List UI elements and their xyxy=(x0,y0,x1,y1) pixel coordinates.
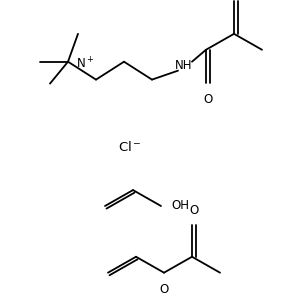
Text: NH: NH xyxy=(175,59,193,72)
Text: OH: OH xyxy=(171,199,189,213)
Text: Cl$^-$: Cl$^-$ xyxy=(118,140,142,154)
Text: O: O xyxy=(203,93,213,106)
Text: N$^+$: N$^+$ xyxy=(76,56,95,71)
Text: O: O xyxy=(190,204,199,217)
Text: O: O xyxy=(159,283,168,296)
